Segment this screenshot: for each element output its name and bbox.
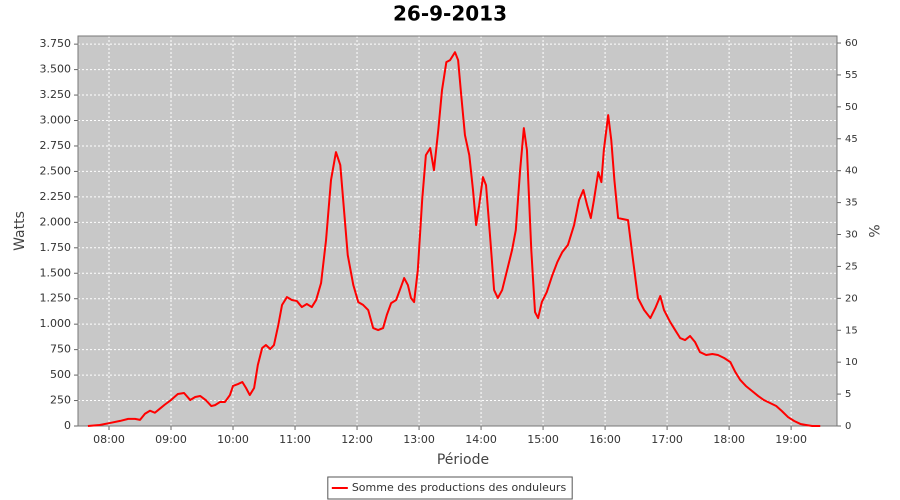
x-tick-label: 15:00 [527, 433, 559, 446]
series-line [87, 51, 821, 427]
y-tick-label: 750 [50, 343, 71, 356]
y2-axis-label: % [865, 224, 881, 237]
y2-tick-label: 0 [845, 421, 851, 432]
y-tick-label: 3.500 [40, 63, 72, 76]
y-tick-label: 1.000 [40, 317, 72, 330]
x-tick-label: 11:00 [279, 433, 311, 446]
y-tick-label: 2.000 [40, 215, 72, 228]
y-tick-label: 1.500 [40, 266, 72, 279]
y-tick-label: 500 [50, 368, 71, 381]
y-tick-label: 1.750 [40, 241, 72, 254]
legend-box [327, 476, 573, 500]
y2-tick-label: 55 [845, 70, 858, 81]
y2-tick-label: 60 [845, 38, 858, 49]
x-tick-label: 16:00 [589, 433, 621, 446]
x-tick-label: 18:00 [713, 433, 745, 446]
y2-tick-label: 5 [845, 389, 851, 400]
y2-tick-label: 50 [845, 102, 858, 113]
x-tick-label: 13:00 [403, 433, 435, 446]
y-tick-label: 2.250 [40, 190, 72, 203]
chart-title: 26-9-2013 [393, 2, 507, 26]
y-axis-label: Watts [12, 211, 28, 251]
y-tick-label: 1.250 [40, 292, 72, 305]
y-tick-label: 3.750 [40, 37, 72, 50]
y-tick-label: 250 [50, 394, 71, 407]
y-tick-label: 3.250 [40, 88, 72, 101]
x-tick-label: 08:00 [93, 433, 125, 446]
x-tick-label: 12:00 [341, 433, 373, 446]
x-tick-label: 14:00 [465, 433, 497, 446]
y2-tick-label: 20 [845, 293, 858, 304]
legend-label: Somme des productions des onduleurs [352, 481, 567, 494]
y-tick-label: 0 [64, 419, 71, 432]
y2-tick-label: 25 [845, 261, 858, 272]
y2-tick-label: 10 [845, 357, 858, 368]
x-tick-label: 19:00 [775, 433, 807, 446]
x-tick-label: 09:00 [155, 433, 187, 446]
x-axis-label: Période [437, 452, 489, 468]
y2-tick-label: 40 [845, 166, 858, 177]
y2-tick-label: 30 [845, 230, 858, 241]
plot-border [77, 35, 838, 427]
y2-tick-label: 15 [845, 325, 858, 336]
y-tick-label: 2.750 [40, 139, 72, 152]
y-tick-label: 2.500 [40, 164, 72, 177]
x-tick-label: 17:00 [651, 433, 683, 446]
plot-background [78, 36, 837, 426]
x-tick-label: 10:00 [217, 433, 249, 446]
y2-tick-label: 35 [845, 198, 858, 209]
y2-tick-label: 45 [845, 134, 858, 145]
y-tick-label: 3.000 [40, 114, 72, 127]
legend: Somme des productions des onduleurs [327, 476, 573, 500]
